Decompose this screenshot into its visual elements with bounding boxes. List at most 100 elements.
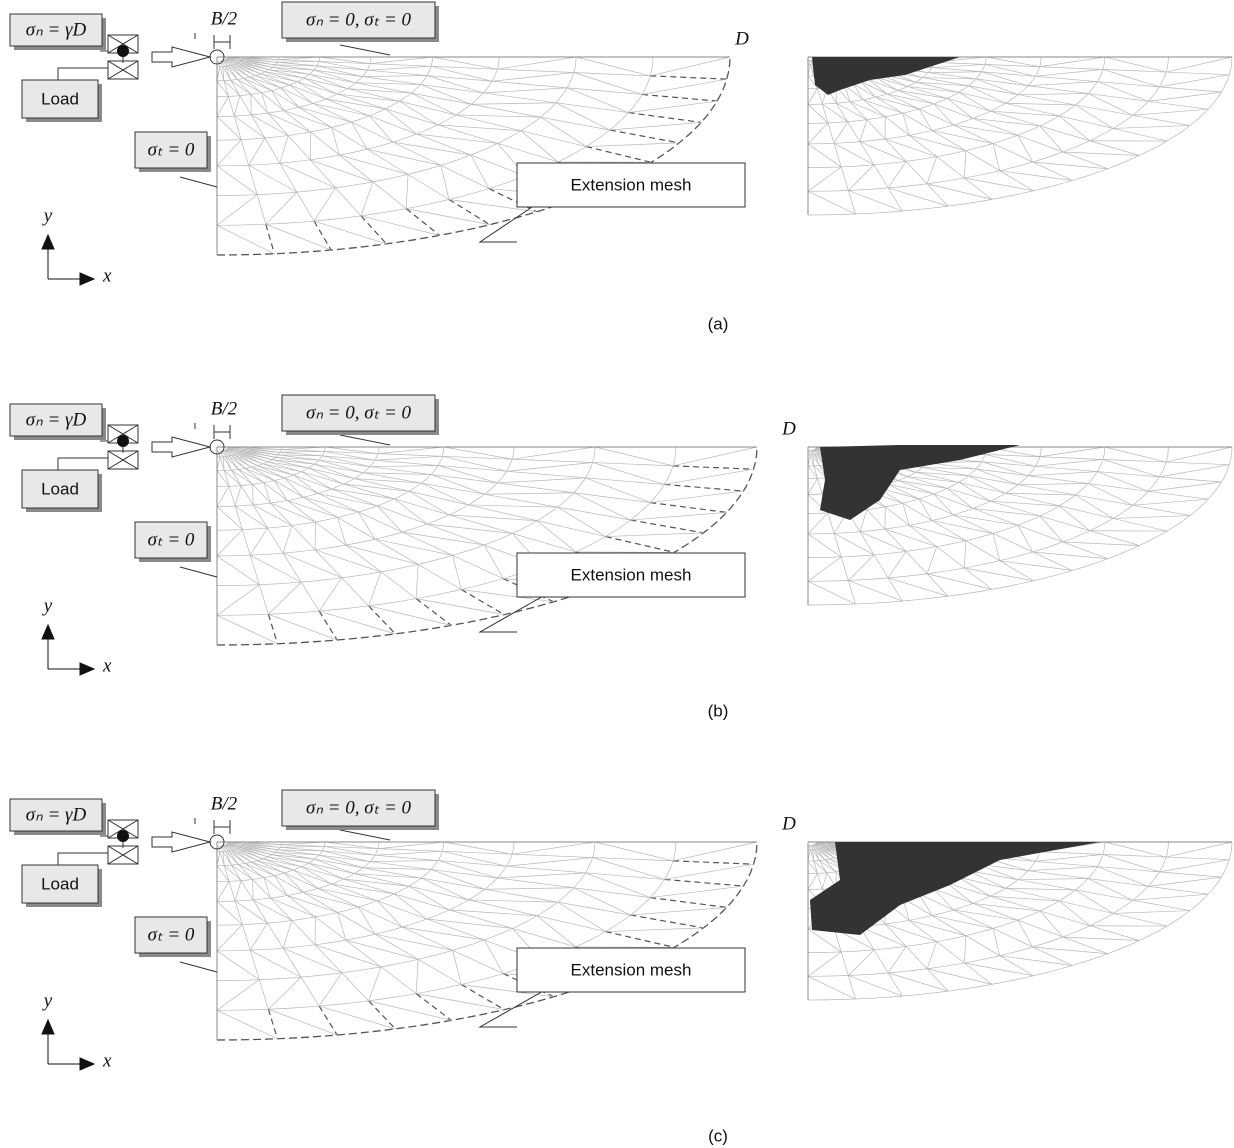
- mesh-diagonal: [1159, 860, 1229, 872]
- mesh-diagonal: [898, 91, 947, 99]
- mesh-diagonal: [567, 88, 628, 113]
- mesh-diagonal: [217, 166, 257, 195]
- width-dim: [214, 425, 230, 439]
- mesh-diagonal: [993, 533, 1000, 560]
- mesh-diagonal: [664, 864, 753, 879]
- mesh-diagonal: [394, 894, 427, 919]
- mesh-diagonal: [266, 192, 297, 224]
- load-arrow: [152, 47, 210, 67]
- mesh-diagonal: [586, 143, 679, 147]
- mesh-diagonal: [673, 842, 757, 861]
- mesh-diagonal: [485, 493, 574, 494]
- mesh-diagonal: [586, 478, 651, 503]
- mesh-diagonal: [377, 901, 402, 927]
- panel: σₙ = γDLoadσₜ = 0σₙ = 0, σₜ = 0B/2DExten…: [10, 2, 1232, 333]
- mesh-diagonal: [898, 481, 947, 489]
- mesh-diagonal: [314, 188, 336, 221]
- mesh-diagonal: [1166, 447, 1232, 462]
- label: σₜ = 0: [148, 924, 195, 945]
- mesh-diagonal: [271, 898, 316, 917]
- mesh-diagonal: [235, 506, 267, 528]
- label: Load: [41, 479, 79, 498]
- mesh-diagonal: [238, 864, 263, 877]
- failure-zone: [812, 57, 960, 95]
- label: Load: [41, 874, 79, 893]
- mesh-diagonal: [507, 858, 593, 867]
- mesh-diagonal: [993, 143, 1000, 170]
- mesh-diagonal: [934, 889, 953, 910]
- mesh-diagonal: [217, 96, 228, 116]
- mesh-diagonal: [339, 155, 408, 174]
- mesh-diagonal: [909, 135, 966, 150]
- mesh-diagonal: [315, 550, 381, 572]
- mesh-diagonal: [456, 115, 541, 117]
- mesh-diagonal: [444, 842, 512, 854]
- extension-radial: [642, 94, 717, 101]
- support-node: [117, 830, 129, 842]
- mesh-diagonal: [375, 539, 453, 555]
- extension-radial: [268, 614, 277, 644]
- mesh-diagonal: [280, 135, 288, 163]
- mesh-diagonal: [1033, 947, 1108, 954]
- label: Load: [41, 89, 79, 108]
- support-node: [117, 435, 129, 447]
- mesh-diagonal: [808, 513, 828, 534]
- mesh-diagonal: [606, 928, 704, 932]
- mesh-diagonal: [332, 884, 395, 894]
- mesh-diagonal: [1113, 911, 1190, 914]
- extension-radial: [650, 76, 726, 79]
- mesh-diagonal: [217, 195, 257, 226]
- mesh-diagonal: [968, 871, 1005, 888]
- mesh-diagonal: [238, 469, 263, 482]
- mesh-diagonal: [850, 102, 885, 117]
- mesh-diagonal: [277, 61, 319, 62]
- mesh-diagonal: [934, 104, 953, 125]
- mesh-diagonal: [928, 72, 982, 73]
- mesh-diagonal: [375, 934, 453, 950]
- mesh-radial: [225, 59, 558, 161]
- depth-label: D: [781, 418, 796, 439]
- mesh-diagonal: [848, 555, 874, 581]
- mesh-diagonal: [934, 494, 953, 515]
- mesh-diagonal: [483, 88, 567, 93]
- mesh-diagonal: [234, 116, 265, 138]
- width-label: B/2: [211, 398, 238, 419]
- failure-zone: [820, 445, 1020, 520]
- axis-arrows: [42, 235, 94, 285]
- mesh-diagonal: [606, 533, 704, 537]
- mesh-diagonal: [250, 555, 301, 582]
- mesh-diagonal: [673, 447, 757, 466]
- mesh-diagonal: [346, 545, 418, 564]
- mesh-diagonal: [808, 534, 841, 557]
- mesh-diagonal: [808, 873, 817, 889]
- mesh-radial: [226, 59, 610, 130]
- mesh-diagonal: [848, 165, 874, 191]
- mesh-diagonal: [1033, 552, 1108, 559]
- mesh-radial: [226, 449, 606, 536]
- mesh-diagonal: [1148, 877, 1221, 886]
- extension-radial: [631, 915, 704, 928]
- mesh-diagonal: [416, 564, 418, 598]
- mesh-diagonal: [959, 92, 991, 111]
- mesh-radial: [227, 58, 642, 95]
- mesh-diagonal: [217, 1010, 277, 1038]
- mesh-diagonal: [441, 165, 449, 199]
- mesh-diagonal: [1113, 516, 1190, 519]
- mesh-radial: [228, 448, 665, 485]
- mesh-diagonal: [385, 109, 416, 134]
- mesh-diagonal: [217, 980, 259, 1011]
- mesh-diagonal: [471, 103, 556, 104]
- mesh-diagonal: [416, 959, 418, 993]
- mesh-diagonal: [369, 116, 393, 142]
- mesh-diagonal: [319, 578, 342, 611]
- mesh-diagonal: [1133, 894, 1208, 900]
- mesh-diagonal: [375, 456, 442, 460]
- extension-radial: [673, 861, 753, 864]
- mesh-diagonal: [217, 486, 229, 506]
- mesh-diagonal: [406, 174, 408, 208]
- mesh-diagonal: [268, 614, 337, 640]
- mesh-diagonal: [1166, 842, 1232, 857]
- label: σₙ = γD: [26, 409, 87, 430]
- mesh-diagonal: [631, 907, 727, 915]
